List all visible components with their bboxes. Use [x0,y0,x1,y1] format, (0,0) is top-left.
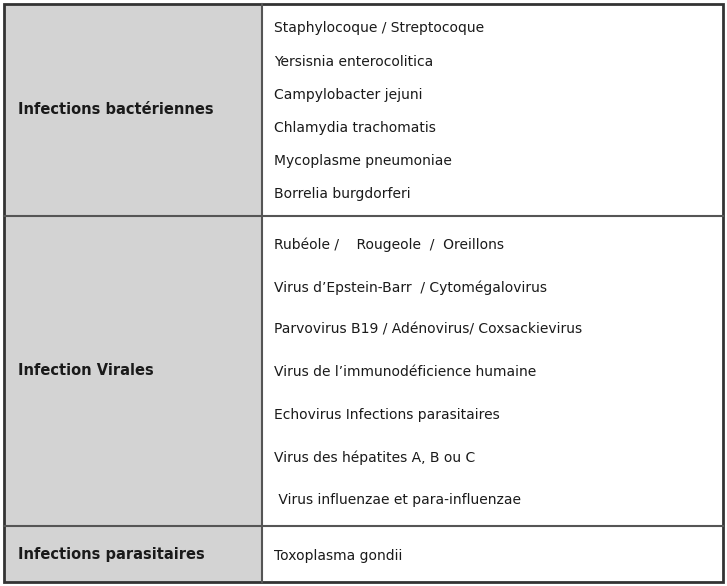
Text: Campylobacter jejuni: Campylobacter jejuni [274,88,422,102]
Bar [262,216,723,526]
Bar [4,216,262,526]
Text: Staphylocoque / Streptocoque: Staphylocoque / Streptocoque [274,22,484,36]
Text: Yersisnia enterocolitica: Yersisnia enterocolitica [274,54,433,69]
Text: Virus de l’immunodéficience humaine: Virus de l’immunodéficience humaine [274,366,537,380]
Text: Virus d’Epstein-Barr  / Cytomégalovirus: Virus d’Epstein-Barr / Cytomégalovirus [274,280,547,295]
Text: Toxoplasma gondii: Toxoplasma gondii [274,548,402,563]
Text: Infections bactériennes: Infections bactériennes [18,103,214,117]
Text: Echovirus Infections parasitaires: Echovirus Infections parasitaires [274,408,499,422]
Bar [4,526,262,582]
Text: Infections parasitaires: Infections parasitaires [18,547,205,562]
Text: Virus influenzae et para-influenzae: Virus influenzae et para-influenzae [274,493,521,507]
Text: Rubéole /    Rougeole  /  Oreillons: Rubéole / Rougeole / Oreillons [274,237,504,252]
Text: Infection Virales: Infection Virales [18,363,153,379]
Text: Virus des hépatites A, B ou C: Virus des hépatites A, B ou C [274,450,475,465]
Bar [262,526,723,582]
Text: Parvovirus B19 / Adénovirus/ Coxsackievirus: Parvovirus B19 / Adénovirus/ Coxsackievi… [274,323,582,337]
Bar [262,4,723,216]
Bar [4,4,262,216]
Text: Borrelia burgdorferi: Borrelia burgdorferi [274,187,411,201]
Text: Chlamydia trachomatis: Chlamydia trachomatis [274,121,436,135]
Text: Mycoplasme pneumoniae: Mycoplasme pneumoniae [274,154,452,168]
